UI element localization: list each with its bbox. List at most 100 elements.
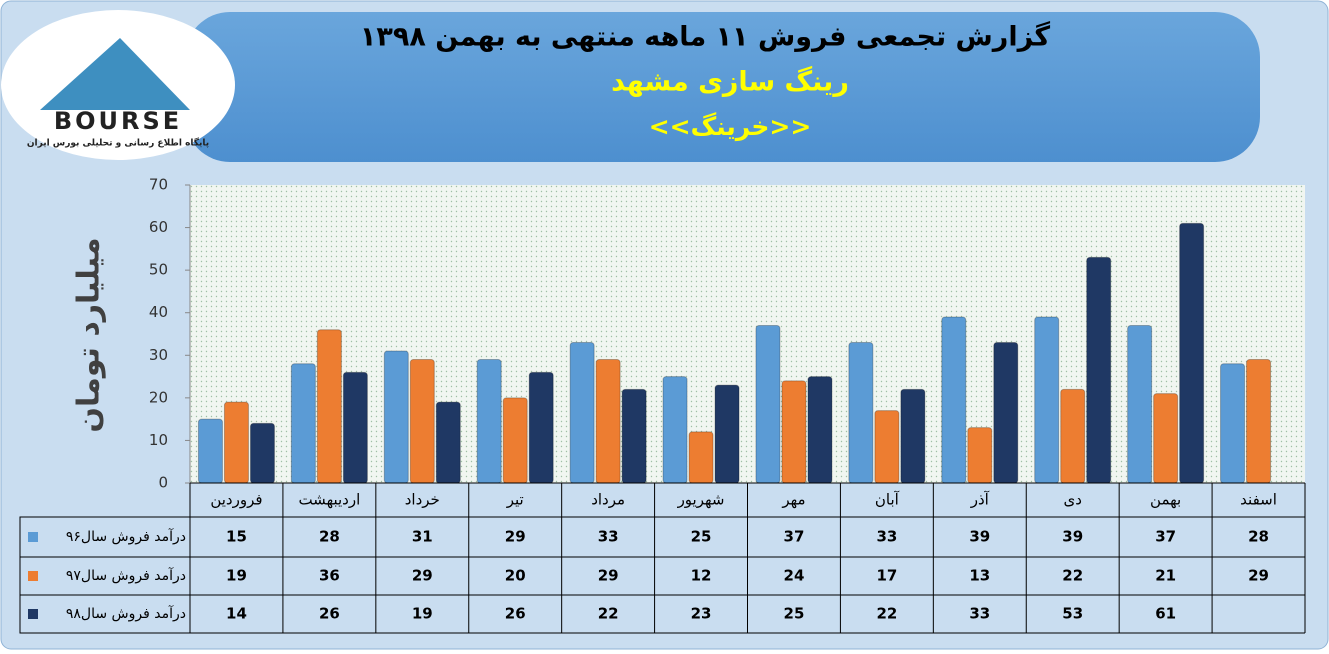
bar (941, 316, 967, 484)
bar (197, 418, 223, 484)
bar (409, 359, 435, 484)
bar (848, 342, 874, 484)
bar (1086, 256, 1112, 484)
plot-area (190, 185, 1305, 483)
table-value: 53 (1062, 605, 1083, 623)
table-value: 22 (876, 605, 897, 623)
bar (1034, 316, 1060, 484)
title: گزارش تجمعی فروش ۱۱ ماهه منتهی به بهمن ۱… (360, 21, 1050, 53)
header-banner (185, 12, 1260, 162)
legend-label: درآمد فروش سال۹۸ (66, 605, 186, 622)
y-tick-label: 10 (149, 431, 168, 449)
bar (1153, 393, 1179, 484)
bar (1127, 324, 1153, 484)
table-value: 29 (598, 567, 619, 585)
bar (435, 401, 461, 484)
bar (1246, 359, 1272, 484)
legend-swatch (28, 571, 38, 581)
table-value: 14 (226, 605, 247, 623)
table-value: 39 (969, 528, 990, 546)
table-value: 12 (691, 567, 712, 585)
table-value: 25 (691, 528, 712, 546)
table-value: 25 (784, 605, 805, 623)
bar (755, 324, 781, 484)
bar (1220, 363, 1246, 484)
table-value: 29 (1248, 567, 1269, 585)
legend-swatch (28, 609, 38, 619)
bar (714, 384, 740, 484)
y-tick-label: 20 (149, 388, 168, 406)
bar (993, 342, 1019, 484)
table-value: 17 (876, 567, 897, 585)
bar (383, 350, 409, 484)
bar (900, 388, 926, 484)
bar (569, 342, 595, 484)
bar (1060, 388, 1086, 484)
y-axis-label: میلیارد تومان (72, 237, 107, 432)
x-tick-label: آذر (970, 491, 990, 509)
table-value: 26 (505, 605, 526, 623)
table-value: 33 (876, 528, 897, 546)
bar (621, 388, 647, 484)
bar (223, 401, 249, 484)
table-value: 20 (505, 567, 526, 585)
y-tick-label: 60 (149, 218, 168, 236)
table-value: 22 (598, 605, 619, 623)
table-value: 21 (1155, 567, 1176, 585)
x-tick-label: اسفند (1240, 491, 1277, 509)
table-value: 23 (691, 605, 712, 623)
table-value: 39 (1062, 528, 1083, 546)
legend-label: درآمد فروش سال۹۶ (66, 528, 186, 545)
bar (662, 376, 688, 484)
legend-label: درآمد فروش سال۹۷ (66, 567, 186, 584)
bar (688, 431, 714, 484)
table-value: 19 (412, 605, 433, 623)
table-value: 24 (784, 567, 805, 585)
x-tick-label: مهر (781, 491, 805, 509)
table-value: 29 (412, 567, 433, 585)
y-tick-label: 0 (158, 474, 168, 492)
table-value: 36 (319, 567, 340, 585)
x-tick-label: خرداد (405, 491, 440, 509)
legend-swatch (28, 532, 38, 542)
table-value: 61 (1155, 605, 1176, 623)
x-tick-label: اردیبهشت (298, 491, 360, 509)
bar (342, 371, 368, 484)
bar (967, 427, 993, 484)
bar (874, 410, 900, 484)
table-value: 37 (784, 528, 805, 546)
x-tick-label: مرداد (591, 491, 625, 509)
table-value: 33 (598, 528, 619, 546)
logo-name: BOURSE (54, 107, 182, 135)
table-value: 29 (505, 528, 526, 546)
x-tick-label: فروردین (210, 491, 262, 509)
table-value: 26 (319, 605, 340, 623)
bar (502, 397, 528, 484)
y-tick-label: 50 (149, 261, 168, 279)
x-tick-label: تیر (506, 491, 524, 509)
bar (595, 359, 621, 484)
subtitle: رینگ سازی مشهد (611, 66, 849, 98)
bar (528, 371, 554, 484)
x-tick-label: آبان (875, 491, 900, 509)
y-tick-label: 40 (149, 303, 168, 321)
y-tick-label: 70 (149, 176, 168, 194)
table-value: 31 (412, 528, 433, 546)
bar (781, 380, 807, 484)
table-value: 19 (226, 567, 247, 585)
bar (807, 376, 833, 484)
table-value: 15 (226, 528, 247, 546)
table-value: 13 (969, 567, 990, 585)
table-value: 28 (319, 528, 340, 546)
table-value: 22 (1062, 567, 1083, 585)
bar (1179, 222, 1205, 484)
bar (290, 363, 316, 484)
logo-mark (40, 38, 190, 110)
y-tick-label: 30 (149, 346, 168, 364)
company: <<خرینگ>> (649, 112, 812, 142)
bar (316, 329, 342, 484)
x-tick-label: دی (1063, 491, 1081, 509)
table-value: 33 (969, 605, 990, 623)
logo-tagline: پایگاه اطلاع رسانی و تحلیلی بورس ایران (27, 137, 209, 149)
